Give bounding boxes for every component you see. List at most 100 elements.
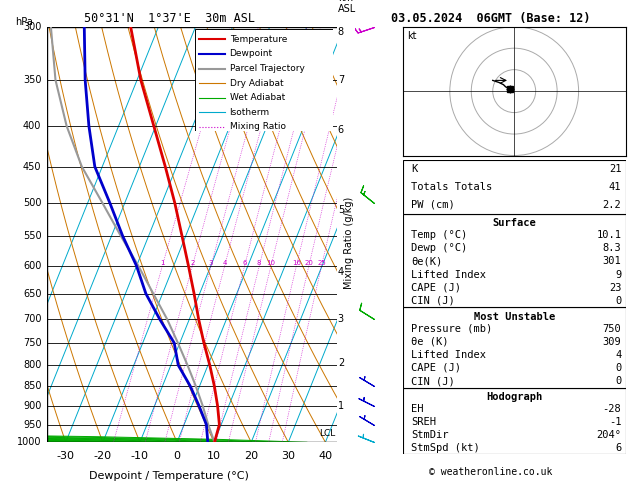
Text: 50°31'N  1°37'E  30m ASL: 50°31'N 1°37'E 30m ASL bbox=[84, 12, 255, 25]
Text: StmSpd (kt): StmSpd (kt) bbox=[411, 443, 481, 453]
Text: 8: 8 bbox=[257, 260, 262, 266]
Text: 3: 3 bbox=[338, 314, 344, 324]
Text: 4: 4 bbox=[223, 260, 227, 266]
Text: 0: 0 bbox=[615, 376, 621, 386]
Text: © weatheronline.co.uk: © weatheronline.co.uk bbox=[429, 467, 552, 477]
Text: Parcel Trajectory: Parcel Trajectory bbox=[230, 64, 304, 73]
Text: 800: 800 bbox=[23, 360, 42, 370]
Text: 3: 3 bbox=[209, 260, 213, 266]
Text: 350: 350 bbox=[23, 75, 42, 85]
Text: 550: 550 bbox=[23, 231, 42, 241]
Text: 7: 7 bbox=[338, 75, 344, 85]
Text: PW (cm): PW (cm) bbox=[411, 200, 455, 210]
Text: -10: -10 bbox=[131, 451, 149, 461]
Text: Dewp (°C): Dewp (°C) bbox=[411, 243, 468, 253]
Text: CIN (J): CIN (J) bbox=[411, 376, 455, 386]
Text: 1000: 1000 bbox=[17, 437, 42, 447]
Text: 450: 450 bbox=[23, 162, 42, 172]
Text: Surface: Surface bbox=[493, 218, 536, 228]
Text: Totals Totals: Totals Totals bbox=[411, 182, 493, 192]
Text: Temperature: Temperature bbox=[230, 35, 287, 44]
Text: Dry Adiabat: Dry Adiabat bbox=[230, 79, 283, 87]
Text: 0: 0 bbox=[174, 451, 181, 461]
Text: 03.05.2024  06GMT (Base: 12): 03.05.2024 06GMT (Base: 12) bbox=[391, 12, 591, 25]
Text: 10: 10 bbox=[207, 451, 221, 461]
Text: 1: 1 bbox=[338, 401, 344, 411]
Text: Dewpoint / Temperature (°C): Dewpoint / Temperature (°C) bbox=[89, 471, 248, 481]
Text: Temp (°C): Temp (°C) bbox=[411, 230, 468, 240]
Text: 309: 309 bbox=[603, 337, 621, 347]
Text: 750: 750 bbox=[603, 324, 621, 334]
Bar bbox=[403, 388, 626, 454]
Text: StmDir: StmDir bbox=[411, 430, 449, 440]
Text: 204°: 204° bbox=[596, 430, 621, 440]
Text: CAPE (J): CAPE (J) bbox=[411, 283, 462, 293]
Text: 650: 650 bbox=[23, 289, 42, 298]
Text: Lifted Index: Lifted Index bbox=[411, 350, 486, 360]
Bar bbox=[403, 214, 626, 308]
Text: 6: 6 bbox=[338, 125, 344, 135]
Text: -20: -20 bbox=[94, 451, 112, 461]
Text: 25: 25 bbox=[317, 260, 326, 266]
Text: LCL: LCL bbox=[319, 429, 335, 438]
Bar bbox=[403, 160, 626, 214]
Text: Mixing Ratio (g/kg): Mixing Ratio (g/kg) bbox=[344, 197, 354, 289]
Text: 2: 2 bbox=[190, 260, 194, 266]
Text: Dewpoint: Dewpoint bbox=[230, 50, 273, 58]
Text: Isotherm: Isotherm bbox=[230, 108, 270, 117]
Text: 950: 950 bbox=[23, 419, 42, 430]
Text: SREH: SREH bbox=[411, 417, 437, 427]
Text: Mixing Ratio: Mixing Ratio bbox=[230, 122, 286, 131]
Text: 700: 700 bbox=[23, 314, 42, 324]
Text: 10: 10 bbox=[267, 260, 276, 266]
Text: CIN (J): CIN (J) bbox=[411, 296, 455, 306]
Text: Hodograph: Hodograph bbox=[486, 392, 542, 402]
Text: 750: 750 bbox=[23, 338, 42, 348]
Text: Pressure (mb): Pressure (mb) bbox=[411, 324, 493, 334]
Text: 8: 8 bbox=[338, 27, 344, 37]
Text: 21: 21 bbox=[609, 164, 621, 174]
Text: kt: kt bbox=[407, 31, 416, 41]
Text: 9: 9 bbox=[615, 270, 621, 279]
Text: 6: 6 bbox=[242, 260, 247, 266]
Text: 900: 900 bbox=[23, 401, 42, 411]
Text: 20: 20 bbox=[304, 260, 313, 266]
Text: 23: 23 bbox=[609, 283, 621, 293]
Text: km
ASL: km ASL bbox=[338, 0, 356, 14]
Text: 2: 2 bbox=[338, 358, 344, 368]
Text: 4: 4 bbox=[615, 350, 621, 360]
Text: 850: 850 bbox=[23, 381, 42, 391]
Text: 0: 0 bbox=[615, 296, 621, 306]
Text: CAPE (J): CAPE (J) bbox=[411, 363, 462, 373]
Text: 500: 500 bbox=[23, 198, 42, 208]
Text: θe (K): θe (K) bbox=[411, 337, 449, 347]
Text: K: K bbox=[411, 164, 418, 174]
Text: 10.1: 10.1 bbox=[596, 230, 621, 240]
Text: 6: 6 bbox=[615, 443, 621, 453]
Text: 0: 0 bbox=[615, 363, 621, 373]
Text: -30: -30 bbox=[57, 451, 75, 461]
Text: Lifted Index: Lifted Index bbox=[411, 270, 486, 279]
Text: -28: -28 bbox=[603, 404, 621, 414]
Text: hPa: hPa bbox=[15, 17, 33, 27]
Text: -1: -1 bbox=[609, 417, 621, 427]
Text: 400: 400 bbox=[23, 121, 42, 131]
Text: 301: 301 bbox=[603, 257, 621, 266]
Text: 600: 600 bbox=[23, 261, 42, 271]
Text: 16: 16 bbox=[292, 260, 301, 266]
Text: 1: 1 bbox=[160, 260, 165, 266]
Text: Wet Adiabat: Wet Adiabat bbox=[230, 93, 285, 102]
Text: 300: 300 bbox=[23, 22, 42, 32]
Text: 20: 20 bbox=[244, 451, 259, 461]
FancyBboxPatch shape bbox=[195, 29, 333, 131]
Text: 40: 40 bbox=[318, 451, 333, 461]
Text: 30: 30 bbox=[281, 451, 295, 461]
Text: 8.3: 8.3 bbox=[603, 243, 621, 253]
Text: 4: 4 bbox=[338, 267, 344, 277]
Text: θe(K): θe(K) bbox=[411, 257, 443, 266]
Text: 2.2: 2.2 bbox=[603, 200, 621, 210]
Text: 41: 41 bbox=[609, 182, 621, 192]
Text: Most Unstable: Most Unstable bbox=[474, 312, 555, 322]
Text: EH: EH bbox=[411, 404, 424, 414]
Text: 5: 5 bbox=[338, 205, 344, 215]
